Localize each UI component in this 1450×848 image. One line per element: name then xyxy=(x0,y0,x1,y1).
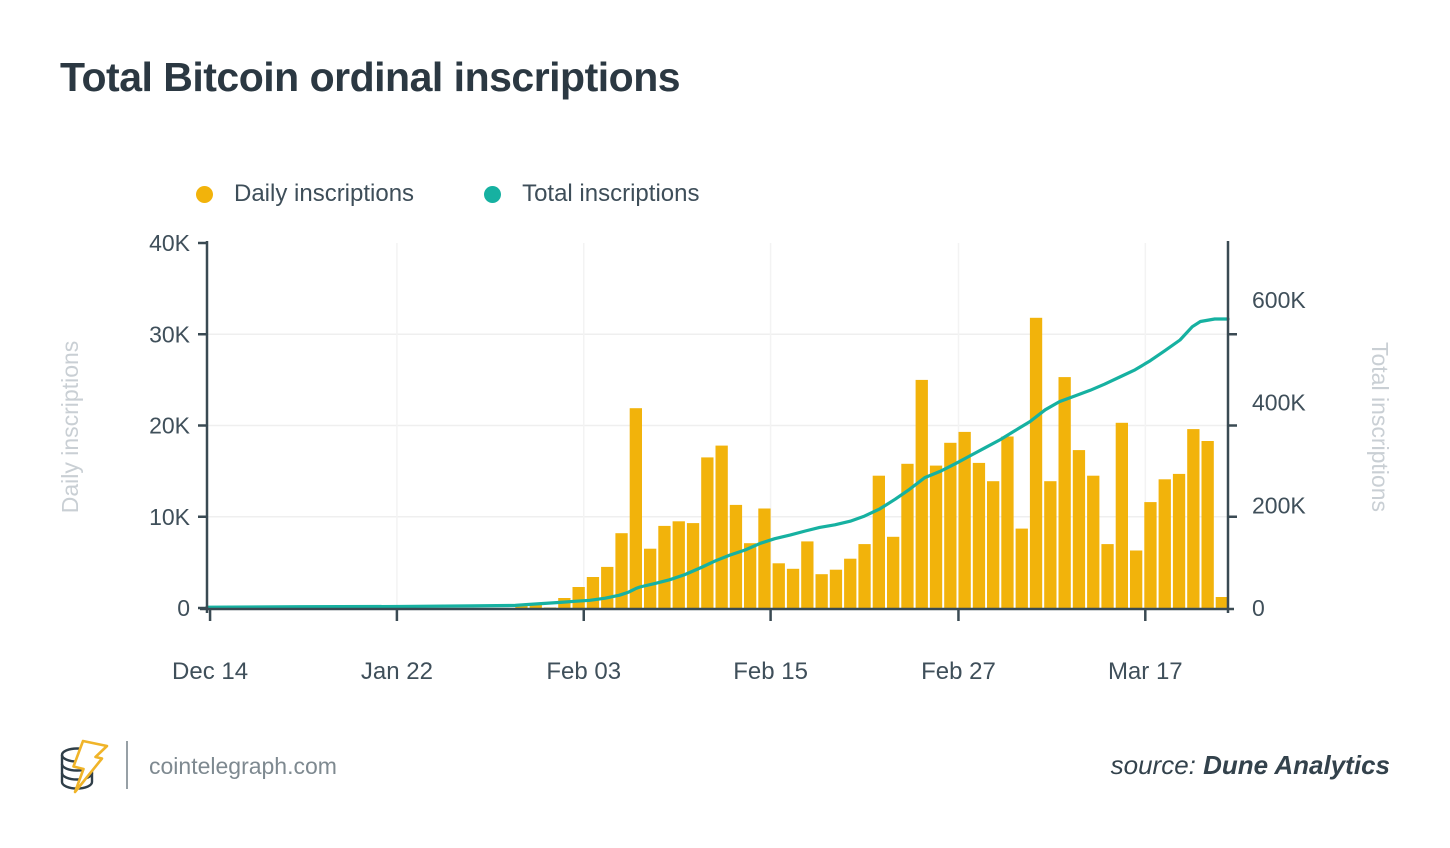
daily-inscriptions-bar xyxy=(1044,481,1057,608)
daily-inscriptions-bar xyxy=(1001,436,1014,608)
daily-inscriptions-bar xyxy=(1087,475,1100,608)
x-axis-tick-label: Feb 15 xyxy=(733,658,808,685)
daily-inscriptions-bar xyxy=(1015,528,1028,608)
daily-inscriptions-bar xyxy=(958,431,971,608)
x-axis-tick-label: Feb 03 xyxy=(546,658,621,685)
total-inscriptions-line xyxy=(205,317,1230,609)
daily-inscriptions-bar xyxy=(1130,550,1143,608)
x-axis-tick-label: Mar 17 xyxy=(1108,658,1183,685)
daily-inscriptions-bar xyxy=(729,504,743,608)
daily-inscriptions-bar xyxy=(972,462,986,608)
x-axis-tick-label: Feb 27 xyxy=(921,658,996,685)
right-axis-tick-label: 600K xyxy=(1252,287,1306,313)
footer-divider xyxy=(126,741,128,789)
source-prefix: source: xyxy=(1110,750,1196,780)
daily-inscriptions-bar xyxy=(715,445,728,608)
daily-inscriptions-bar xyxy=(929,465,943,608)
daily-inscriptions-bar xyxy=(1201,441,1214,608)
daily-inscriptions-bar xyxy=(701,457,714,608)
cointelegraph-logo-icon xyxy=(58,738,110,796)
x-axis-tick-label: Dec 14 xyxy=(172,658,248,685)
daily-inscriptions-bar xyxy=(672,521,685,608)
left-axis-tick-label: 0 xyxy=(177,595,190,621)
source-credit: source: Dune Analytics xyxy=(1111,750,1390,781)
chart-legend: Daily inscriptions Total inscriptions xyxy=(196,180,699,208)
total-series-dot-icon xyxy=(484,185,502,203)
daily-inscriptions-bar xyxy=(1058,377,1071,608)
footer-site-text: cointelegraph.com xyxy=(149,753,337,779)
daily-inscriptions-bar xyxy=(1115,422,1128,608)
left-axis-tick-label: 20K xyxy=(149,413,191,439)
daily-inscriptions-bar xyxy=(686,523,700,608)
daily-inscriptions-bar xyxy=(615,533,628,608)
daily-inscriptions-bar xyxy=(1029,317,1043,608)
daily-inscriptions-bar xyxy=(744,543,757,608)
daily-inscriptions-bar xyxy=(644,548,657,608)
left-axis-tick-label: 30K xyxy=(149,321,191,347)
daily-inscriptions-bar xyxy=(872,475,885,608)
daily-inscriptions-bar xyxy=(815,574,828,608)
daily-inscriptions-bar xyxy=(901,463,914,608)
daily-inscriptions-bar xyxy=(586,577,600,608)
daily-inscriptions-bar xyxy=(858,544,871,608)
daily-inscriptions-bar xyxy=(629,408,642,608)
daily-inscriptions-bar xyxy=(1072,450,1086,608)
daily-inscriptions-bar xyxy=(1158,479,1171,608)
daily-inscriptions-bar xyxy=(772,563,785,608)
legend-item-daily: Daily inscriptions xyxy=(196,180,414,208)
daily-inscriptions-bar xyxy=(1187,429,1200,608)
right-axis-tick-label: 0 xyxy=(1252,595,1265,621)
source-name: Dune Analytics xyxy=(1203,750,1390,780)
page-title: Total Bitcoin ordinal inscriptions xyxy=(60,54,681,100)
legend-item-total: Total inscriptions xyxy=(484,180,699,208)
daily-inscriptions-bar xyxy=(887,536,900,608)
daily-inscriptions-bar xyxy=(944,442,957,608)
daily-inscriptions-bar xyxy=(1172,473,1186,608)
daily-inscriptions-bar xyxy=(987,481,1000,608)
daily-inscriptions-bar xyxy=(1101,544,1114,608)
left-axis-tick-label: 40K xyxy=(149,230,191,256)
daily-inscriptions-bar xyxy=(572,587,585,608)
right-axis-tick-label: 400K xyxy=(1252,390,1306,416)
right-axis-tick-label: 200K xyxy=(1252,492,1306,518)
daily-inscriptions-bar xyxy=(1144,502,1157,608)
legend-label-total: Total inscriptions xyxy=(522,180,700,207)
daily-inscriptions-bar xyxy=(801,541,814,608)
daily-inscriptions-bar xyxy=(786,568,800,608)
x-axis-tick-label: Jan 22 xyxy=(361,658,433,685)
daily-series-dot-icon xyxy=(196,185,213,203)
legend-label-daily: Daily inscriptions xyxy=(234,180,415,207)
daily-inscriptions-bar xyxy=(1215,597,1228,608)
daily-inscriptions-bar xyxy=(601,566,614,608)
daily-inscriptions-bar xyxy=(658,525,671,608)
left-axis-tick-label: 10K xyxy=(149,504,191,530)
daily-inscriptions-bar xyxy=(758,508,771,608)
daily-inscriptions-bar xyxy=(844,558,857,608)
daily-inscriptions-bar xyxy=(829,569,843,608)
daily-inscriptions-bar xyxy=(915,379,928,608)
daily-inscriptions-bar xyxy=(515,605,528,608)
footer: cointelegraph.com source: Dune Analytics xyxy=(0,733,1450,803)
